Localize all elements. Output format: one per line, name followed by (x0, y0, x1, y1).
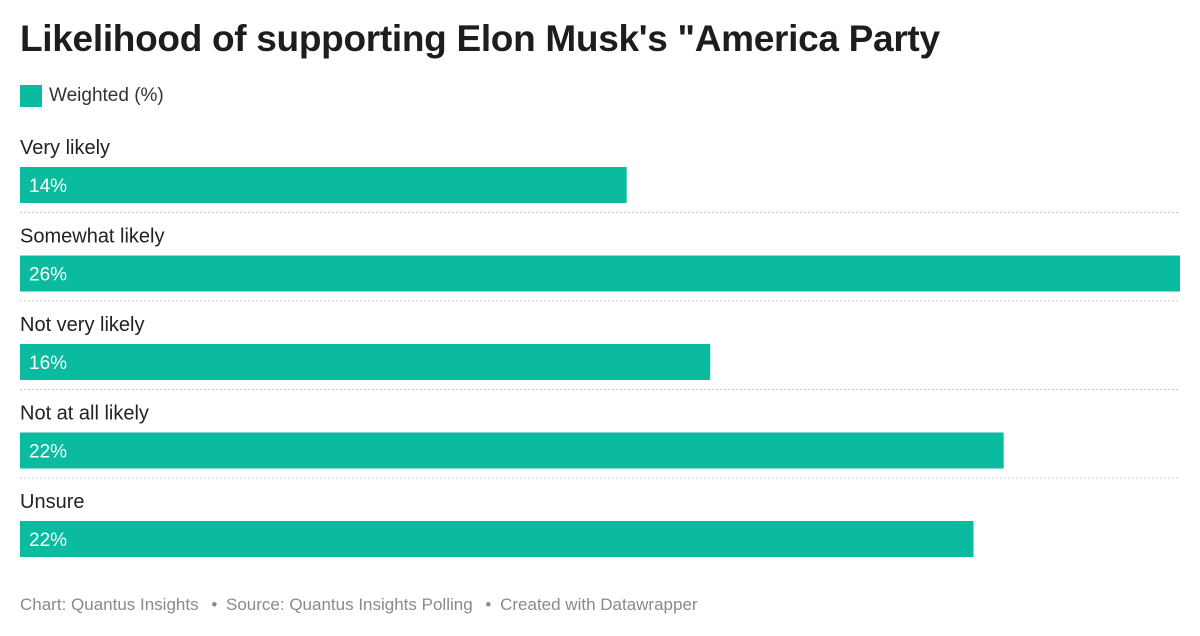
legend-swatch (20, 85, 42, 107)
footer: Chart: Quantus Insights • Source: Quantu… (20, 595, 698, 615)
bar (20, 167, 627, 203)
data-label: 26% (29, 265, 67, 286)
bar (20, 432, 1004, 469)
legend-label: Weighted (%) (49, 85, 164, 106)
footer-separator-1: • (211, 595, 218, 614)
category-label: Unsure (20, 491, 84, 513)
source-text: Source: Quantus Insights Polling (226, 595, 473, 614)
category-label: Not very likely (20, 314, 144, 336)
bar (20, 344, 711, 380)
bar (20, 255, 1180, 292)
chart-credit: Chart: Quantus Insights (20, 595, 199, 614)
chart-title: Likelihood of supporting Elon Musk's "Am… (20, 18, 940, 59)
data-label: 16% (29, 353, 67, 374)
bar (20, 521, 974, 557)
legend: Weighted (%) (20, 85, 164, 107)
created-with-text: Created with Datawrapper (500, 595, 698, 614)
footer-separator-2: • (485, 595, 492, 614)
data-label: 22% (29, 530, 67, 551)
data-label: 22% (29, 442, 67, 463)
category-label: Somewhat likely (20, 226, 165, 248)
category-label: Not at all likely (20, 403, 149, 425)
category-label: Very likely (20, 137, 110, 159)
data-label: 14% (29, 176, 67, 197)
